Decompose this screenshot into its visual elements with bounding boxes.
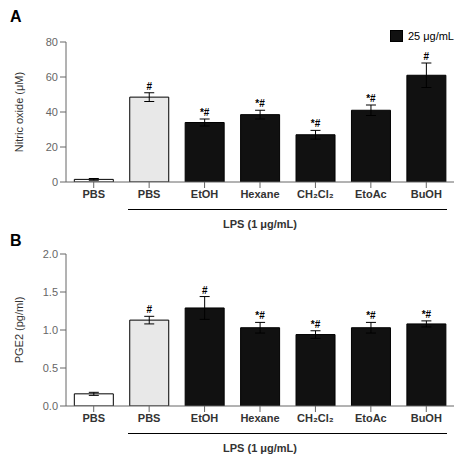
svg-text:PBS: PBS xyxy=(82,188,105,200)
svg-text:2.0: 2.0 xyxy=(43,248,58,260)
svg-text:#: # xyxy=(424,51,430,62)
svg-text:#: # xyxy=(146,81,152,92)
svg-text:CH₂Cl₂: CH₂Cl₂ xyxy=(297,188,334,200)
svg-text:Nitric oxide (μM): Nitric oxide (μM) xyxy=(13,72,25,152)
svg-text:*#: *# xyxy=(200,107,210,118)
svg-text:LPS (1 μg/mL): LPS (1 μg/mL) xyxy=(223,218,297,230)
html-text:A: A xyxy=(10,8,22,25)
svg-text:PBS: PBS xyxy=(138,412,161,424)
svg-text:1.5: 1.5 xyxy=(43,286,58,298)
svg-text:60: 60 xyxy=(46,71,58,83)
svg-text:40: 40 xyxy=(46,106,58,118)
svg-text:*#: *# xyxy=(255,98,265,109)
svg-text:PGE2 (pg/ml): PGE2 (pg/ml) xyxy=(13,297,25,364)
svg-text:PBS: PBS xyxy=(138,188,161,200)
html-text:25 μg/mL: 25 μg/mL xyxy=(407,30,454,42)
svg-text:0.0: 0.0 xyxy=(43,400,58,412)
svg-text:CH₂Cl₂: CH₂Cl₂ xyxy=(297,412,334,424)
svg-text:*#: *# xyxy=(366,93,376,104)
svg-text:EtOH: EtOH xyxy=(191,188,219,200)
svg-text:*#: *# xyxy=(255,310,265,321)
svg-text:BuOH: BuOH xyxy=(411,188,442,200)
svg-text:1.0: 1.0 xyxy=(43,324,58,336)
svg-text:*#: *# xyxy=(366,310,376,321)
svg-text:0.5: 0.5 xyxy=(43,362,58,374)
svg-text:#: # xyxy=(202,285,208,296)
svg-text:BuOH: BuOH xyxy=(411,412,442,424)
svg-text:EtOH: EtOH xyxy=(191,412,219,424)
html-text:B: B xyxy=(10,232,22,249)
svg-text:*#: *# xyxy=(311,319,321,330)
svg-text:Hexane: Hexane xyxy=(240,412,279,424)
svg-text:LPS (1 μg/mL): LPS (1 μg/mL) xyxy=(223,442,297,454)
svg-text:*#: *# xyxy=(422,309,432,320)
svg-text:EtoAc: EtoAc xyxy=(355,188,387,200)
svg-text:EtoAc: EtoAc xyxy=(355,412,387,424)
svg-text:#: # xyxy=(146,304,152,315)
svg-text:20: 20 xyxy=(46,141,58,153)
svg-text:Hexane: Hexane xyxy=(240,188,279,200)
svg-text:80: 80 xyxy=(46,36,58,48)
svg-text:*#: *# xyxy=(311,118,321,129)
svg-text:0: 0 xyxy=(52,176,58,188)
svg-text:PBS: PBS xyxy=(82,412,105,424)
